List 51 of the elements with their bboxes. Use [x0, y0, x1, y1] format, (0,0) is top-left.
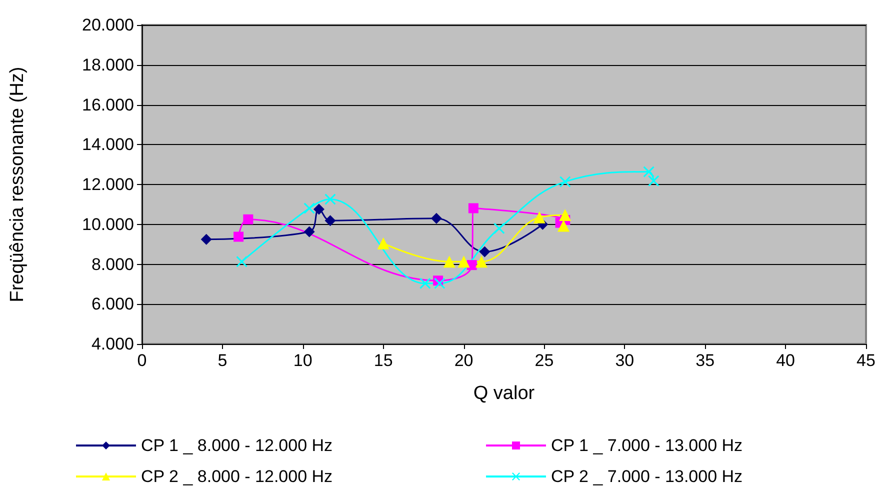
point — [643, 166, 654, 178]
x-axis-title: Q valor — [473, 383, 536, 404]
y-tick-label: 20.000 — [82, 16, 134, 34]
x-tick-label: 35 — [696, 351, 715, 370]
y-tick-label: 18.000 — [82, 55, 134, 74]
point — [200, 234, 212, 245]
point — [324, 194, 336, 205]
point — [560, 176, 571, 188]
point — [648, 175, 660, 186]
point — [475, 256, 488, 268]
point — [558, 220, 570, 232]
point — [430, 212, 442, 224]
x-tick-label: 10 — [293, 351, 312, 370]
point — [304, 202, 315, 214]
x-tick-label: 45 — [856, 351, 876, 370]
y-tick-label: 10.000 — [82, 214, 134, 234]
point — [420, 278, 431, 289]
point — [468, 203, 478, 214]
point — [559, 209, 572, 222]
x-tick-label: 15 — [374, 351, 393, 370]
point — [466, 260, 477, 270]
point — [494, 222, 505, 234]
y-tick-label: 12.000 — [82, 175, 134, 194]
x-tick-label: 30 — [615, 351, 634, 370]
y-tick-label: 6.000 — [91, 294, 134, 314]
legend-label: CP 1 _ 7.000 - 13.000 Hz — [551, 436, 743, 455]
legend-label: CP 2 _ 7.000 - 13.000 Hz — [551, 467, 743, 486]
y-tick-label: 16.000 — [82, 95, 134, 114]
point — [324, 215, 336, 226]
point — [243, 214, 254, 224]
y-axis-title: Freqüência ressonante (Hz) — [7, 66, 28, 302]
point — [313, 204, 324, 215]
x-tick-label: 25 — [534, 351, 554, 370]
y-tick-label: 14.000 — [82, 135, 134, 154]
legend-label: CP 1 _ 8.000 - 12.000 Hz — [141, 436, 333, 455]
x-tick-label: 40 — [776, 351, 796, 370]
point — [234, 232, 244, 242]
point — [304, 226, 315, 238]
x-tick-label: 20 — [454, 351, 474, 370]
point — [458, 256, 470, 268]
y-tick-label: 4.000 — [91, 334, 134, 354]
y-tick-label: 8.000 — [91, 254, 134, 274]
point — [434, 278, 446, 289]
point — [377, 237, 390, 250]
point — [533, 211, 546, 224]
legend-label: CP 2 _ 8.000 - 12.000 Hz — [141, 467, 333, 486]
point — [236, 256, 248, 268]
point — [443, 256, 456, 268]
x-tick-label: 0 — [137, 351, 147, 370]
point — [479, 246, 490, 258]
x-tick-label: 5 — [218, 351, 228, 370]
